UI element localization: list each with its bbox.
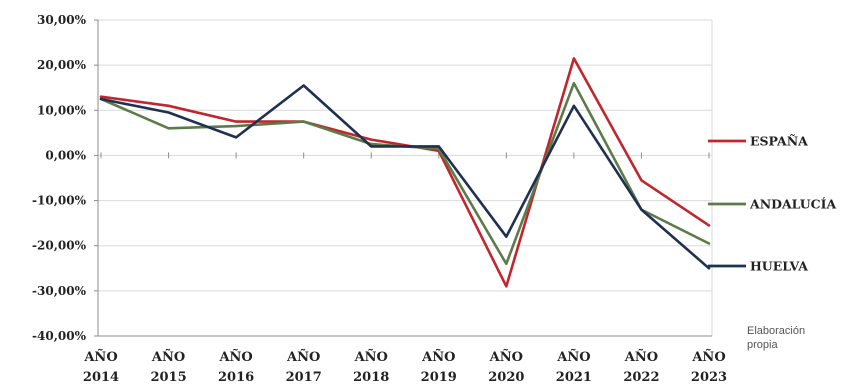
y-tick-label: 0,00% — [45, 148, 86, 162]
y-tick-label: -20,00% — [32, 239, 87, 253]
x-tick-label: AÑO 2018 — [353, 349, 389, 385]
source-note-text: Elaboración propia — [747, 325, 805, 351]
y-tick-label: 20,00% — [37, 58, 87, 72]
x-tick-label: AÑO 2016 — [218, 349, 254, 385]
axes — [94, 19, 713, 337]
y-tick-label: -40,00% — [32, 329, 87, 343]
x-tick-label: AÑO 2019 — [421, 349, 457, 385]
legend: ESPAÑA ANDALUCÍA HUELVA — [708, 134, 836, 274]
x-tick-label: AÑO 2022 — [623, 349, 659, 385]
source-note: Elaboración propia — [747, 325, 805, 351]
series-line-huelva — [99, 84, 711, 270]
gridlines — [98, 19, 712, 337]
x-tick-label: AÑO 2015 — [150, 349, 186, 385]
y-tick-label: -30,00% — [32, 284, 87, 298]
x-tick-label: AÑO 2023 — [691, 349, 727, 385]
x-tick-label: AÑO 2017 — [286, 349, 322, 385]
series-lines — [99, 57, 711, 288]
x-tick-label: AÑO 2020 — [488, 349, 524, 385]
legend-label: ESPAÑA — [750, 134, 808, 149]
y-tick-label: 10,00% — [37, 103, 87, 117]
x-tick-labels: AÑO 2014 AÑO 2015 AÑO 2016 AÑO 2017 AÑO 2018 AÑO 20… — [83, 349, 727, 385]
y-tick-labels: 30,00% 20,00% 10,00% 0,00% -10,00% -20,00% -30… — [32, 13, 87, 343]
x-tick-label: AÑO 2014 — [83, 349, 119, 385]
y-tick-label: -10,00% — [32, 194, 87, 208]
legend-label: ANDALUCÍA — [749, 197, 836, 212]
y-tick-label: 30,00% — [37, 13, 87, 27]
x-tick-label: AÑO 2021 — [556, 349, 592, 385]
legend-label: HUELVA — [750, 259, 808, 274]
